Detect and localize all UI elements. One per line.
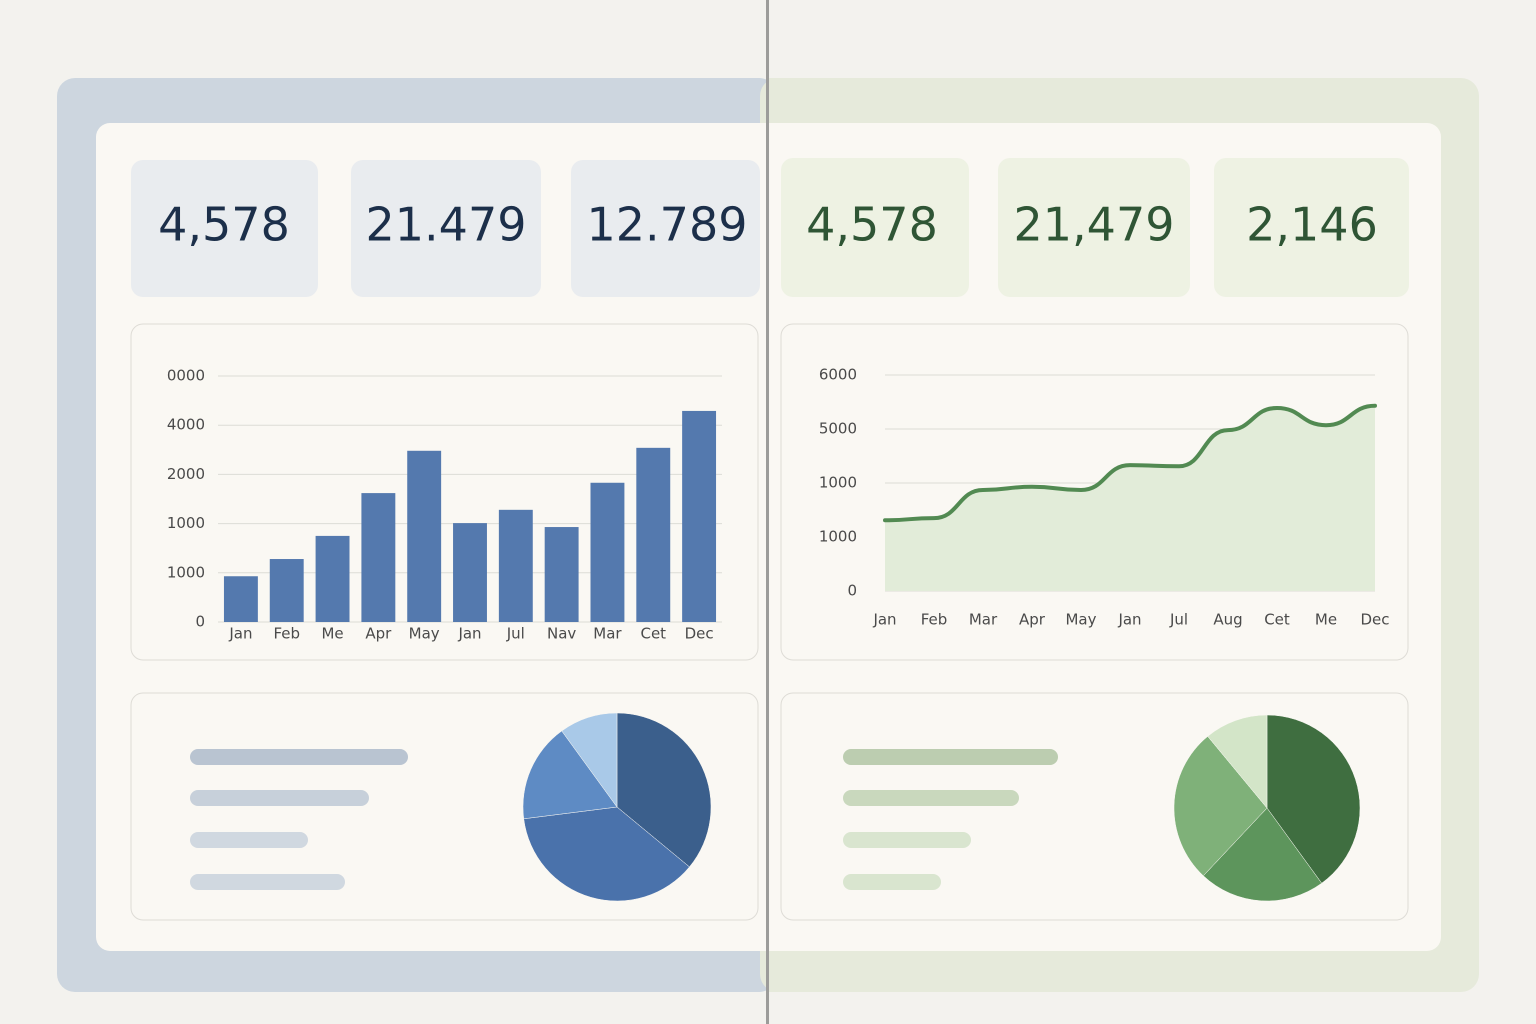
placeholder-bar xyxy=(843,832,971,848)
placeholder-bar xyxy=(843,749,1058,765)
x-tick-label: Apr xyxy=(365,625,392,643)
x-tick-label: Mar xyxy=(593,625,622,643)
y-tick-label: 0000 xyxy=(167,367,205,385)
bar xyxy=(315,535,350,622)
bar xyxy=(636,447,671,622)
kpi-card xyxy=(1214,158,1409,297)
x-tick-label: Me xyxy=(1315,611,1337,629)
charts: 0 1000 1000 2000 4000 0000 Jan Feb Me Apr May Jan Ju… xyxy=(167,366,1390,902)
placeholder-bar xyxy=(190,874,345,890)
kpi-value: 4,578 xyxy=(158,198,290,252)
kpi-card xyxy=(131,160,318,297)
pie-slice xyxy=(522,730,618,820)
placeholder-bar xyxy=(843,790,1019,806)
x-tick-label: Jan xyxy=(228,625,252,643)
kpi-card xyxy=(998,158,1190,297)
x-tick-label: Apr xyxy=(1019,611,1046,629)
bar xyxy=(682,410,717,622)
y-tick-label: 1000 xyxy=(167,563,205,581)
y-tick-label: 2000 xyxy=(167,465,205,483)
pie-slice xyxy=(1207,714,1268,809)
x-tick-label: Jan xyxy=(457,625,481,643)
y-tick-label: 1000 xyxy=(819,528,857,546)
x-tick-label: Mar xyxy=(969,611,998,629)
x-tick-label: May xyxy=(1065,611,1096,629)
y-tick-label: 6000 xyxy=(819,366,857,384)
bar xyxy=(223,576,258,622)
bar xyxy=(453,523,487,622)
pie-slice xyxy=(1202,807,1323,902)
pie-slice xyxy=(616,712,712,868)
y-tick-label: 1000 xyxy=(819,474,857,492)
kpi-value: 21.479 xyxy=(366,198,527,252)
x-tick-label: Dec xyxy=(685,625,714,643)
placeholder-bar xyxy=(190,832,308,848)
y-tick-label: 4000 xyxy=(167,416,205,434)
x-tick-label: Cet xyxy=(640,625,666,643)
kpi-value: 2,146 xyxy=(1246,198,1378,252)
pie-slice xyxy=(561,712,618,808)
line xyxy=(883,403,1377,523)
x-tick-label: Aug xyxy=(1213,611,1242,629)
placeholder-bar xyxy=(190,790,369,806)
x-tick-label: Jan xyxy=(1117,611,1141,629)
kpi-card xyxy=(351,160,541,297)
bar xyxy=(361,493,396,622)
kpi-card xyxy=(571,160,760,297)
bar xyxy=(269,559,304,622)
pie-slice xyxy=(1173,735,1268,877)
bar xyxy=(544,527,579,622)
x-tick-label: Feb xyxy=(273,625,300,643)
x-tick-label: Jan xyxy=(872,611,896,629)
x-tick-label: Feb xyxy=(921,611,948,629)
y-tick-label: 5000 xyxy=(819,420,857,438)
pie-slice xyxy=(1266,714,1361,884)
bar xyxy=(407,450,442,622)
x-tick-label: Cet xyxy=(1264,611,1290,629)
pie-slice xyxy=(523,806,690,902)
divider xyxy=(766,0,769,1024)
kpi-value: 21,479 xyxy=(1014,198,1175,252)
x-tick-label: Jul xyxy=(1169,611,1188,629)
area xyxy=(885,405,1375,591)
kpi-value: 4,578 xyxy=(806,198,938,252)
kpi-value: 12.789 xyxy=(587,198,748,252)
placeholder-bar xyxy=(190,749,408,765)
bar xyxy=(590,482,625,622)
x-tick-label: Jul xyxy=(506,625,525,643)
x-tick-label: Nav xyxy=(547,625,576,643)
y-tick-label: 1000 xyxy=(167,514,205,532)
y-tick-label: 0 xyxy=(195,613,205,631)
y-tick-label: 0 xyxy=(847,582,857,600)
bar xyxy=(498,509,533,622)
x-tick-label: May xyxy=(409,625,440,643)
placeholder-bar xyxy=(843,874,941,890)
x-tick-label: Dec xyxy=(1360,611,1389,629)
kpi-card xyxy=(781,158,969,297)
x-tick-label: Me xyxy=(321,625,343,643)
